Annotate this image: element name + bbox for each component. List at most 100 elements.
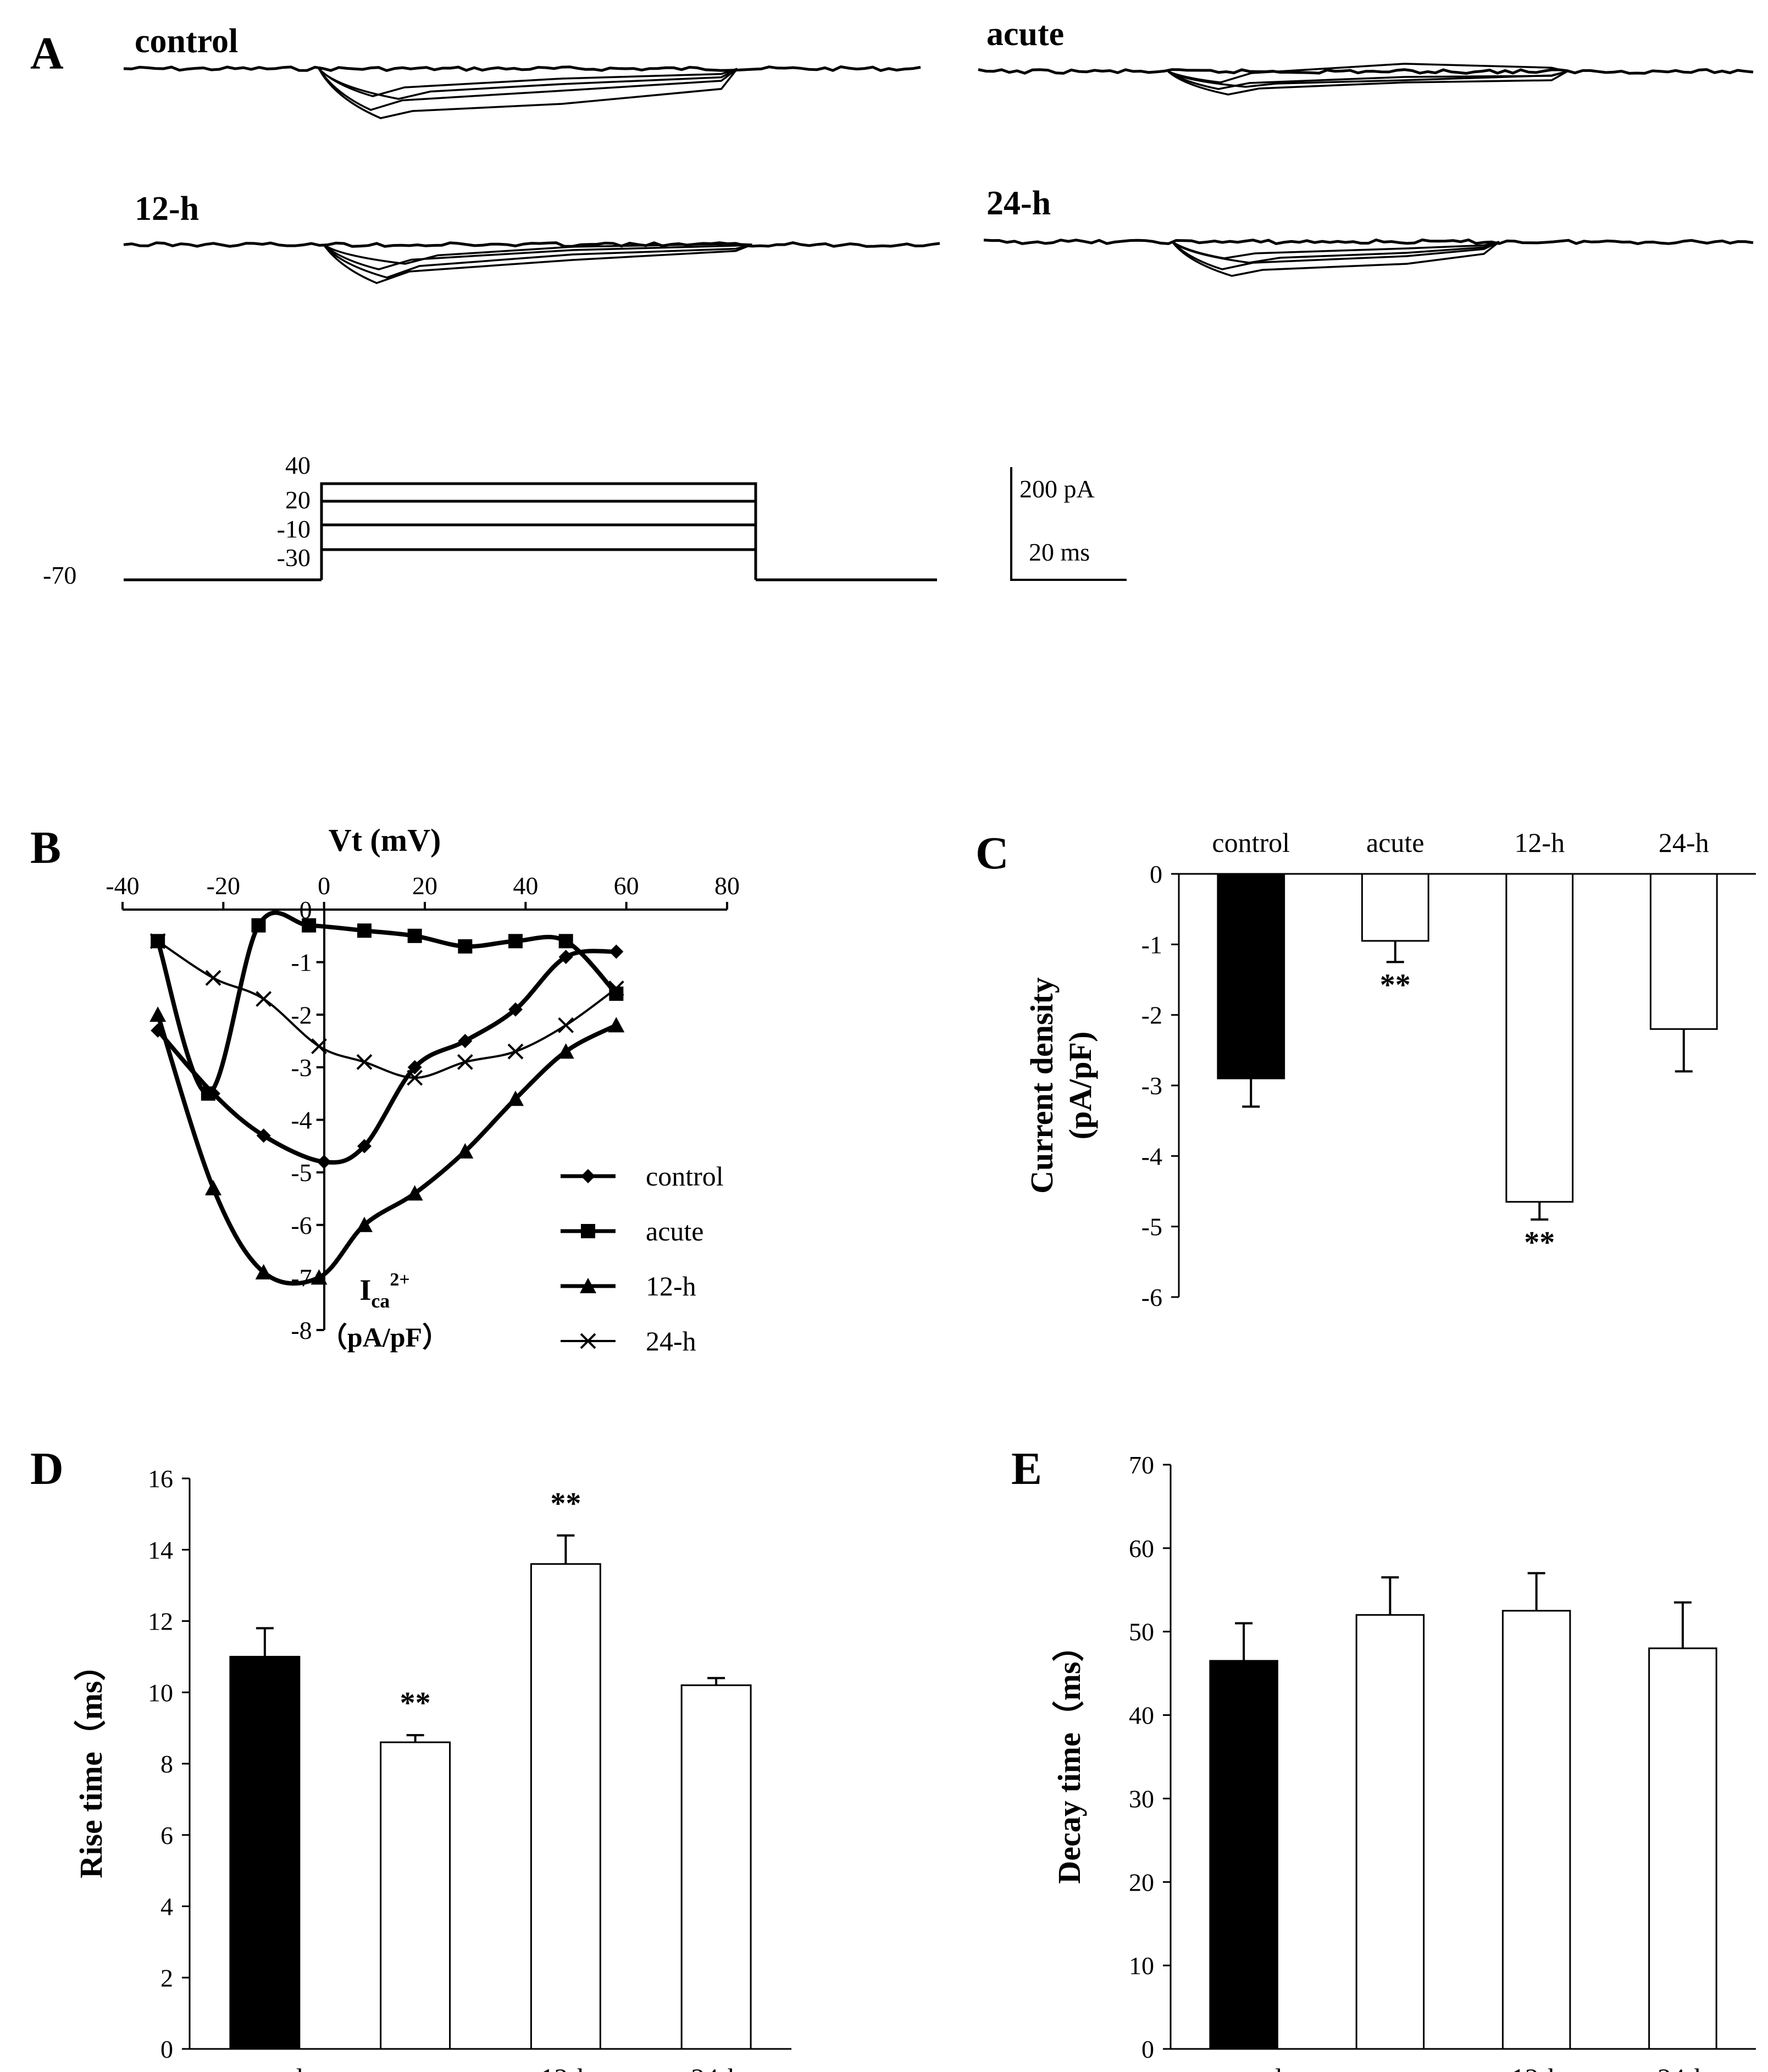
bar-12-h: [1501, 1610, 1571, 2050]
panel-b: B Vt (mV) -40 -20 0 20 40 60 80 0-1-2-3-4-5-6-…: [30, 822, 740, 1356]
current-density-chart: 0 -1 -2 -3 -4 -5 -6 control ** acute ** 12-h 24-h Cur…: [1024, 827, 1756, 1311]
bar-12-h: [530, 1563, 601, 2050]
iv-point-acute: [251, 918, 266, 933]
scale-bar-current: 200 pA: [1019, 475, 1095, 503]
y-tick-label: 14: [148, 1536, 173, 1564]
iv-point-24-h: [558, 1017, 574, 1033]
y-tick-label: 12: [148, 1608, 173, 1636]
decay-time-chart: 0 10 20 30 40 50 60 70 control acute 12-h 24-h Decay…: [1051, 1451, 1756, 2072]
y-tick-label: 30: [1129, 1785, 1154, 1813]
trace-baseline: [123, 241, 940, 248]
trace-title-12h: 12-h: [135, 190, 199, 228]
y-tick-label: -3: [291, 1054, 312, 1082]
protocol-label-20: 20: [285, 486, 311, 514]
bar-control: [229, 1655, 301, 2050]
panel-d-label: D: [30, 1443, 64, 1494]
iv-point-control: [256, 1128, 271, 1143]
iv-point-control: [458, 1034, 473, 1049]
y-tick-label: -3: [1141, 1072, 1162, 1100]
y-tick-label: 16: [148, 1465, 173, 1493]
voltage-protocol: 40 20 -10 -30 -70: [43, 451, 937, 589]
iv-point-acute: [458, 939, 473, 954]
iv-point-control: [317, 1155, 331, 1169]
category-label-acute: acute: [1366, 827, 1424, 858]
iv-point-12-h: [356, 1216, 373, 1232]
y-tick-label: 0: [1150, 860, 1162, 888]
iv-point-24-h: [311, 1038, 327, 1055]
iv-point-acute: [357, 923, 372, 938]
iv-point-24-h: [149, 933, 166, 949]
y-tick-label: -8: [291, 1316, 312, 1344]
iv-x-axis-title: Vt (mV): [329, 822, 441, 858]
iv-y-axis-title: Ica2+: [359, 1270, 409, 1312]
category-label-12-h: 12-h: [1514, 827, 1565, 858]
current-trace-control: [123, 65, 921, 119]
trace-sweep: [1167, 70, 1568, 96]
protocol-label-minus30: -30: [277, 544, 311, 572]
scale-bar-time: 20 ms: [1029, 538, 1090, 566]
trace-baseline: [978, 68, 1754, 75]
iv-legend: control acute 12-h 24-h: [561, 1161, 724, 1356]
y-axis-title: Decay time（ms）: [1051, 1630, 1087, 1883]
trace-title-acute: acute: [986, 15, 1064, 53]
iv-point-24-h: [608, 980, 624, 996]
y-tick-label: 0: [160, 2035, 173, 2063]
iv-line-control: [156, 949, 617, 1165]
trace-title-control: control: [135, 23, 238, 60]
iv-point-12-h: [255, 1264, 272, 1279]
iv-line-24-h: [157, 940, 617, 1079]
iv-point-24-h: [507, 1043, 524, 1060]
y-tick-label: -5: [291, 1159, 312, 1187]
iv-point-24-h: [356, 1054, 373, 1070]
bar-24-h: [1648, 1647, 1717, 2050]
legend-marker: [581, 1169, 595, 1183]
trace-baseline: [123, 65, 921, 73]
trace-baseline: [983, 238, 1754, 245]
iv-point-12-h: [507, 1090, 524, 1106]
category-label-12-h: 12-h: [541, 2063, 591, 2072]
y-tick-label: -6: [1141, 1283, 1162, 1311]
iv-point-acute: [201, 1086, 215, 1101]
y-tick-label: -5: [1141, 1213, 1162, 1241]
panel-a-label: A: [30, 28, 64, 79]
y-tick-label: 40: [1129, 1702, 1154, 1730]
trace-sweep: [318, 68, 738, 100]
significance-acute: **: [1380, 968, 1411, 1002]
significance-12-h: **: [550, 1487, 581, 1521]
category-label-24-h: 24-h: [691, 2063, 741, 2072]
iv-point-24-h: [256, 991, 272, 1007]
iv-point-control: [407, 1060, 422, 1074]
x-tick-label: 20: [412, 872, 437, 900]
bar-24-h: [1649, 873, 1718, 1030]
trace-sweep: [318, 68, 738, 119]
iv-point-24-h: [457, 1054, 473, 1070]
x-tick-label: 40: [513, 872, 538, 900]
significance-acute: **: [400, 1686, 431, 1720]
y-axis-title: Rise time（ms）: [73, 1649, 109, 1878]
y-tick-label: -6: [291, 1211, 312, 1239]
protocol-label-holding: -70: [43, 561, 76, 589]
y-tick-label: 0: [300, 896, 312, 924]
iv-point-acute: [508, 934, 523, 949]
current-trace-24h: [983, 238, 1754, 277]
bar-acute: [1355, 1614, 1425, 2050]
y-tick-label: 8: [160, 1750, 173, 1778]
iv-y-ticks: 0-1-2-3-4-5-6-7-8: [291, 896, 324, 1344]
current-trace-12h: [123, 241, 940, 284]
y-tick-label: 0: [1141, 2035, 1154, 2063]
current-trace-acute: [978, 63, 1754, 96]
y-tick-label: 10: [1129, 1952, 1154, 1980]
y-tick-label: 20: [1129, 1868, 1154, 1896]
legend-label: 12-h: [646, 1271, 696, 1301]
panel-a: A control acute 12-h 24-h 40 20 -10 -30 …: [30, 15, 1754, 589]
category-label-12-h: 12-h: [1511, 2063, 1562, 2072]
trace-title-24h: 24-h: [986, 185, 1051, 222]
iv-point-12-h: [457, 1143, 474, 1159]
bar-control: [1217, 873, 1285, 1079]
category-label-control: control: [1212, 827, 1290, 858]
iv-point-control: [508, 1002, 523, 1017]
x-tick-label: -20: [207, 872, 240, 900]
trace-sweep: [323, 243, 752, 279]
panel-c-label: C: [976, 828, 1009, 879]
